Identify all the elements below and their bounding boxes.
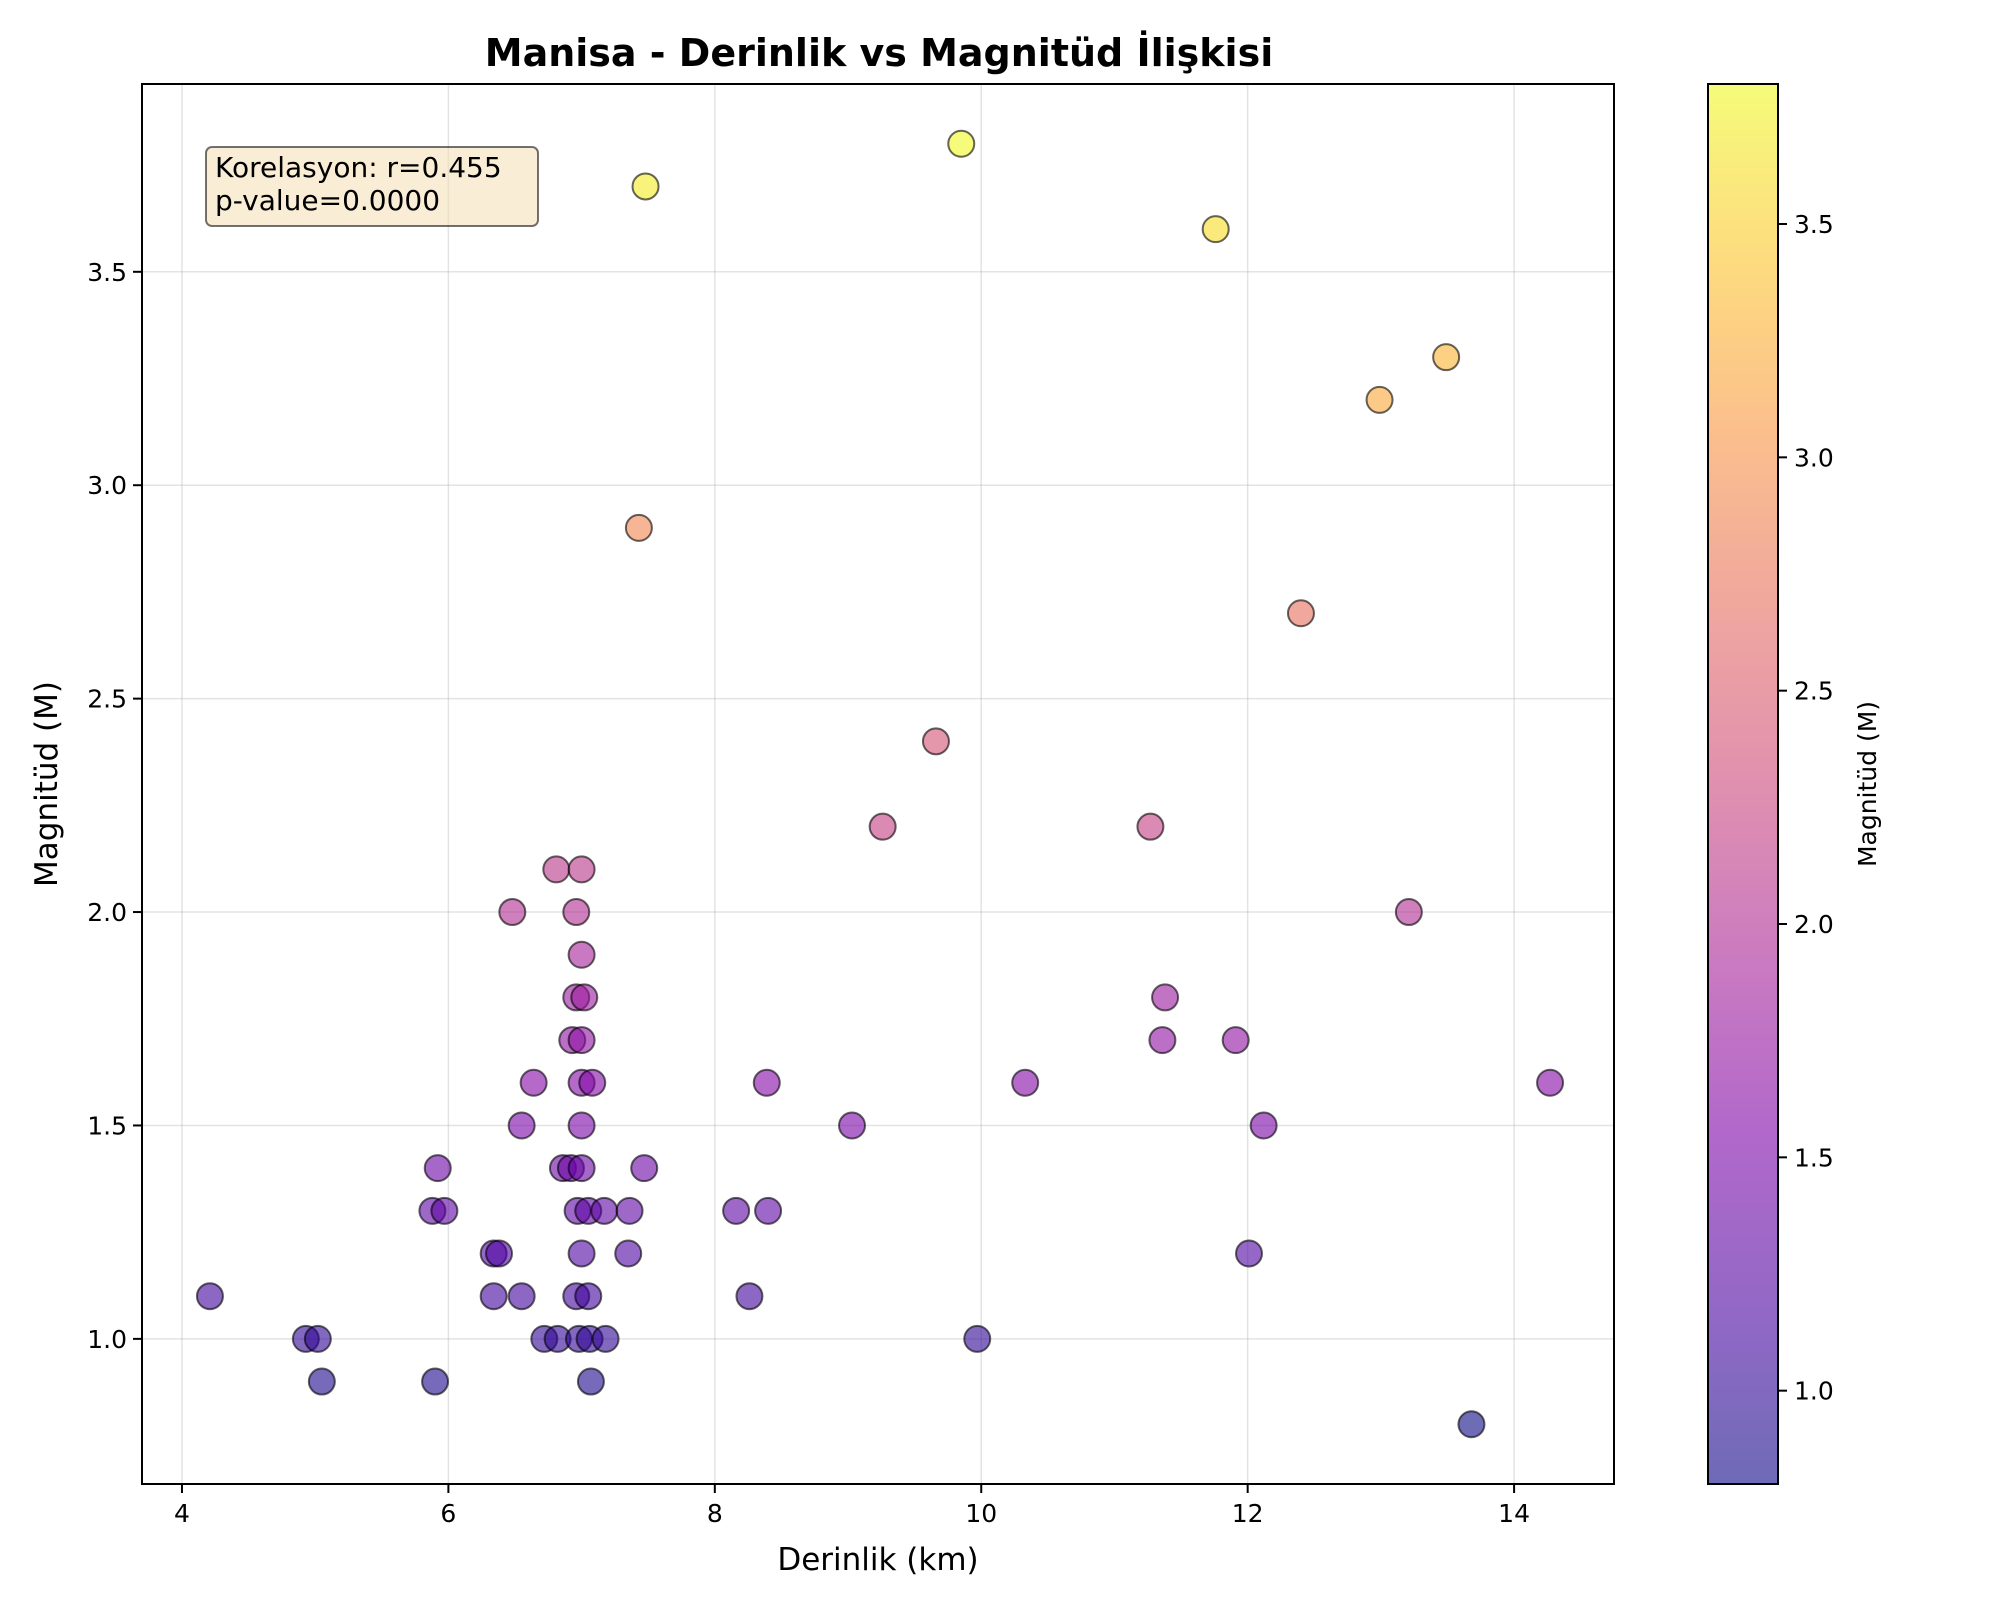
data-point xyxy=(1136,812,1165,841)
data-point xyxy=(507,1111,536,1140)
data-point xyxy=(735,1282,764,1311)
x-axis-ticks: 4 6 8 10 12 14 xyxy=(174,1484,1530,1528)
colorbar-tick-label: 2.5 xyxy=(1794,677,1834,706)
correlation-annotation: Korelasyon: r=0.455 p-value=0.0000 xyxy=(205,146,539,227)
data-point xyxy=(479,1282,508,1311)
data-point xyxy=(630,1154,659,1183)
x-tick-label: 6 xyxy=(440,1499,456,1528)
colorbar-ticks: 1.0 1.5 2.0 2.5 3.0 3.5 xyxy=(1778,210,1834,1406)
y-tick-label: 3.5 xyxy=(87,258,127,287)
x-tick-label: 4 xyxy=(174,1499,190,1528)
y-tick-label: 3.0 xyxy=(87,471,127,500)
x-axis-label: Derinlik (km) xyxy=(777,1542,978,1578)
y-tick-label: 1.0 xyxy=(87,1325,127,1354)
data-point xyxy=(1432,343,1461,372)
y-tick-label: 2.0 xyxy=(87,898,127,927)
colorbar-tick-label: 2.0 xyxy=(1794,910,1834,939)
colorbar: 1.0 1.5 2.0 2.5 3.0 3.5 Magnitüd (M) xyxy=(1707,83,1882,1485)
colorbar-label: Magnitüd (M) xyxy=(1853,701,1882,867)
data-point xyxy=(430,1196,459,1225)
data-point xyxy=(838,1111,867,1140)
data-point xyxy=(574,1282,603,1311)
data-point xyxy=(868,812,897,841)
data-point xyxy=(1286,599,1315,628)
data-point xyxy=(542,855,571,884)
data-point xyxy=(578,1068,607,1097)
data-point xyxy=(570,983,599,1012)
data-point xyxy=(631,172,660,201)
x-tick-label: 14 xyxy=(1498,1499,1530,1528)
data-point xyxy=(1365,385,1394,414)
data-point xyxy=(421,1367,450,1396)
data-point xyxy=(423,1154,452,1183)
data-point xyxy=(567,940,596,969)
data-point xyxy=(1536,1068,1565,1097)
data-point xyxy=(624,513,653,542)
data-point xyxy=(567,1111,596,1140)
data-point xyxy=(1151,983,1180,1012)
colorbar-gradient xyxy=(1708,84,1778,1484)
colorbar-tick-label: 1.0 xyxy=(1794,1377,1834,1406)
colorbar-tick-label: 3.0 xyxy=(1794,443,1834,472)
annotation-correlation: Korelasyon: r=0.455 xyxy=(215,151,502,184)
data-point xyxy=(307,1367,336,1396)
data-point xyxy=(562,898,591,927)
data-point xyxy=(1234,1239,1263,1268)
data-point xyxy=(947,129,976,158)
data-points xyxy=(195,129,1565,1439)
data-point xyxy=(519,1068,548,1097)
data-point xyxy=(754,1196,783,1225)
data-point xyxy=(614,1239,643,1268)
data-point xyxy=(567,1026,596,1055)
y-axis-label: Magnitüd (M) xyxy=(29,681,65,887)
data-point xyxy=(1011,1068,1040,1097)
colorbar-tick-label: 1.5 xyxy=(1794,1143,1834,1172)
y-axis-ticks: 1.0 1.5 2.0 2.5 3.0 3.5 xyxy=(87,258,142,1354)
data-point xyxy=(615,1196,644,1225)
data-point xyxy=(1148,1026,1177,1055)
data-point xyxy=(567,855,596,884)
colorbar-frame xyxy=(1707,83,1779,1485)
data-point xyxy=(303,1324,332,1353)
data-point xyxy=(567,1239,596,1268)
data-point xyxy=(485,1239,514,1268)
grid xyxy=(142,84,1614,1484)
annotation-box xyxy=(205,146,539,227)
plot-frame xyxy=(141,83,1615,1485)
y-tick-label: 1.5 xyxy=(87,1111,127,1140)
data-point xyxy=(1394,898,1423,927)
data-point xyxy=(963,1324,992,1353)
data-point xyxy=(1201,215,1230,244)
data-point xyxy=(752,1068,781,1097)
data-point xyxy=(498,898,527,927)
data-point xyxy=(507,1282,536,1311)
x-tick-label: 12 xyxy=(1232,1499,1264,1528)
x-tick-label: 10 xyxy=(965,1499,997,1528)
annotation-p-value: p-value=0.0000 xyxy=(215,184,440,217)
data-point xyxy=(591,1324,620,1353)
colorbar-tick-label: 3.5 xyxy=(1794,210,1834,239)
x-tick-label: 8 xyxy=(707,1499,723,1528)
chart-title: Manisa - Derinlik vs Magnitüd İlişkisi xyxy=(485,31,1273,75)
data-point xyxy=(722,1196,751,1225)
y-tick-label: 2.5 xyxy=(87,685,127,714)
data-point xyxy=(567,1154,596,1183)
data-point xyxy=(1457,1410,1486,1439)
data-point xyxy=(1249,1111,1278,1140)
data-point xyxy=(1221,1026,1250,1055)
data-point xyxy=(195,1282,224,1311)
data-point xyxy=(921,727,950,756)
data-point xyxy=(576,1367,605,1396)
data-point xyxy=(590,1196,619,1225)
